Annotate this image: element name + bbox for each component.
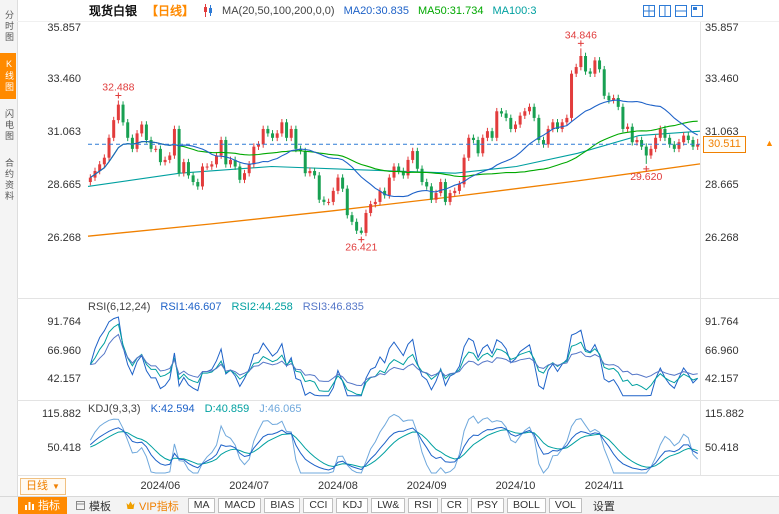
y-axis-label: 42.157	[47, 373, 81, 386]
sidebar-item-contract-info[interactable]: 合约资料	[4, 158, 14, 202]
rsi-chart[interactable]	[17, 299, 779, 401]
rsi-header: RSI(6,12,24) RSI1:46.607 RSI2:44.258 RSI…	[88, 301, 364, 313]
kdj-chart[interactable]	[17, 401, 779, 476]
left-sidebar: 分时图 K线图 闪电图 合约资料	[0, 0, 18, 514]
indicator-button-vol[interactable]: VOL	[548, 498, 582, 513]
y-axis-label: 31.063	[705, 125, 739, 138]
x-axis-label: 2024/09	[406, 480, 447, 492]
y-axis-label: 115.882	[705, 408, 744, 421]
kdj-d-value: D:40.859	[204, 403, 250, 415]
layout-single-icon[interactable]	[691, 4, 703, 17]
layout-icon-group	[643, 4, 703, 17]
indicator-button-cci[interactable]: CCI	[303, 498, 334, 513]
rsi-indicator-panel[interactable]: RSI(6,12,24) RSI1:46.607 RSI2:44.258 RSI…	[17, 298, 779, 401]
ma50-value: MA50:31.734	[418, 4, 484, 17]
tab-indicators[interactable]: 指标	[18, 496, 67, 514]
price-annotation: 34.846	[565, 29, 597, 41]
y-axis-label: 28.665	[705, 179, 739, 191]
y-axis-label: 115.882	[42, 408, 81, 421]
layout-grid-2x2-icon[interactable]	[643, 4, 655, 17]
price-chart-panel[interactable]: 32.488 34.846 26.421 29.620 30.511 ▲ 35.857…	[17, 22, 779, 298]
indicator-icon	[25, 501, 34, 510]
y-axis-label: 50.418	[705, 442, 739, 455]
indicator-button-boll[interactable]: BOLL	[506, 498, 546, 513]
x-axis: 日线 ▼ 2024/06 2024/07 2024/08 2024/09 2024/10…	[17, 475, 779, 497]
price-annotation: 26.421	[345, 242, 377, 254]
y-axis-label: 66.960	[705, 344, 739, 357]
rsi-title: RSI(6,12,24)	[88, 301, 151, 313]
indicator-button-macd[interactable]: MACD	[218, 498, 262, 513]
y-axis-label: 50.418	[47, 442, 81, 455]
indicator-button-lwr[interactable]: LW&	[371, 498, 406, 513]
chevron-down-icon: ▼	[52, 482, 60, 491]
price-annotation: 29.620	[630, 171, 662, 183]
tab-templates-label: 模板	[89, 500, 111, 513]
indicator-button-bias[interactable]: BIAS	[264, 498, 301, 513]
y-axis-label: 91.764	[705, 316, 739, 329]
current-price-badge: 30.511	[703, 136, 746, 154]
tab-templates[interactable]: 模板	[70, 498, 117, 514]
y-axis-label: 35.857	[705, 22, 739, 34]
y-axis-label: 42.157	[705, 373, 739, 386]
y-axis-label: 31.063	[47, 125, 81, 138]
rsi1-value: RSI1:46.607	[160, 301, 222, 313]
indicator-button-kdj[interactable]: KDJ	[336, 498, 369, 513]
y-axis-label: 33.460	[47, 72, 81, 85]
y-axis-label: 91.764	[47, 316, 81, 329]
kdj-title: KDJ(9,3,3)	[88, 403, 141, 415]
sidebar-item-kline-chart[interactable]: K线图	[0, 53, 16, 99]
kdj-k-value: K:42.594	[150, 403, 195, 415]
symbol-name: 现货白银	[89, 4, 138, 18]
chart-header: 现货白银 【日线】 MA(20,50,100,200,0,0) MA20:30.…	[17, 0, 779, 22]
layout-split-horizontal-icon[interactable]	[675, 4, 687, 17]
tab-vip-indicators[interactable]: VIP指标	[120, 498, 185, 514]
latest-price-arrow-icon[interactable]: ▲	[765, 138, 774, 149]
indicator-button-ma[interactable]: MA	[187, 498, 216, 513]
vip-icon	[126, 501, 135, 510]
tab-vip-indicators-label: VIP指标	[139, 500, 179, 513]
y-axis-label: 26.268	[47, 232, 81, 244]
kline-icon	[203, 4, 213, 17]
ma-params-label: MA(20,50,100,200,0,0)	[222, 4, 335, 17]
x-axis-label: 2024/11	[584, 480, 624, 492]
tab-indicators-label: 指标	[38, 499, 60, 512]
x-axis-label: 2024/06	[140, 480, 181, 492]
layout-split-vertical-icon[interactable]	[659, 4, 671, 17]
rsi3-value: RSI3:46.835	[302, 301, 364, 313]
y-axis-label: 66.960	[47, 344, 81, 357]
x-axis-label: 2024/08	[318, 480, 358, 492]
x-axis-label: 2024/10	[495, 480, 536, 492]
template-icon	[76, 501, 85, 510]
bottom-toolbar: 指标 模板 VIP指标 MA MACD BIAS CCI KDJ LW& RSI…	[0, 496, 779, 514]
period-tag: 【日线】	[146, 4, 195, 18]
indicator-button-psy[interactable]: PSY	[470, 498, 504, 513]
ma20-value: MA20:30.835	[343, 4, 409, 17]
price-annotation: 32.488	[102, 81, 134, 93]
rsi2-value: RSI2:44.258	[231, 301, 293, 313]
sidebar-item-lightning-chart[interactable]: 闪电图	[4, 109, 14, 142]
kdj-indicator-panel[interactable]: KDJ(9,3,3) K:42.594 D:40.859 J:46.065 11…	[17, 400, 779, 476]
ma100-value: MA100:3	[492, 4, 537, 17]
indicator-button-cr[interactable]: CR	[440, 498, 468, 513]
y-axis-label: 35.857	[47, 22, 81, 34]
period-dropdown[interactable]: 日线 ▼	[20, 478, 66, 495]
sidebar-item-time-chart[interactable]: 分时图	[4, 10, 14, 43]
settings-button[interactable]: 设置	[592, 500, 615, 513]
period-dropdown-label: 日线	[26, 480, 48, 492]
y-axis-label: 33.460	[705, 72, 739, 85]
candlestick-chart[interactable]: 32.488 34.846 26.421 29.620	[17, 22, 779, 298]
kdj-j-value: J:46.065	[259, 403, 302, 415]
y-axis-label: 26.268	[705, 232, 739, 244]
kdj-header: KDJ(9,3,3) K:42.594 D:40.859 J:46.065	[88, 403, 301, 415]
y-axis-label: 28.665	[47, 179, 81, 191]
indicator-button-rsi[interactable]: RSI	[408, 498, 438, 513]
x-axis-label: 2024/07	[229, 480, 270, 492]
